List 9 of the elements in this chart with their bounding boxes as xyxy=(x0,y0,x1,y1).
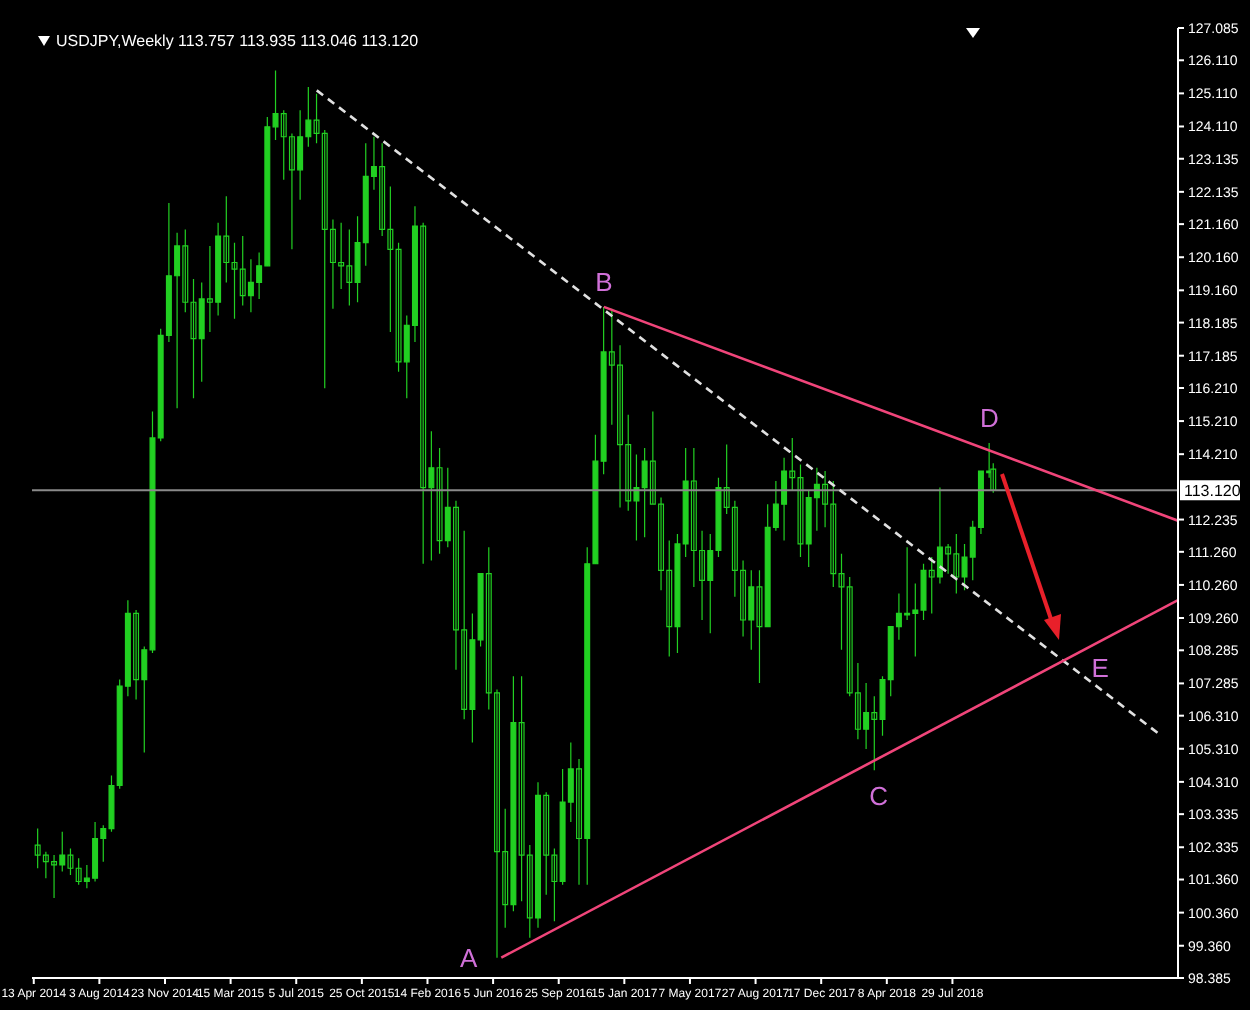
annotation: E xyxy=(1091,653,1110,684)
annotation: D xyxy=(979,402,999,433)
annotation: B xyxy=(595,266,613,297)
chart-title: USDJPY,Weekly 113.757 113.935 113.046 113.120 xyxy=(56,32,419,50)
annotation: C xyxy=(869,780,888,811)
annotation: A xyxy=(459,942,478,973)
candlestick xyxy=(953,533,960,595)
candlestick xyxy=(92,821,99,883)
ref-line-label: 113.120 xyxy=(1184,482,1242,501)
